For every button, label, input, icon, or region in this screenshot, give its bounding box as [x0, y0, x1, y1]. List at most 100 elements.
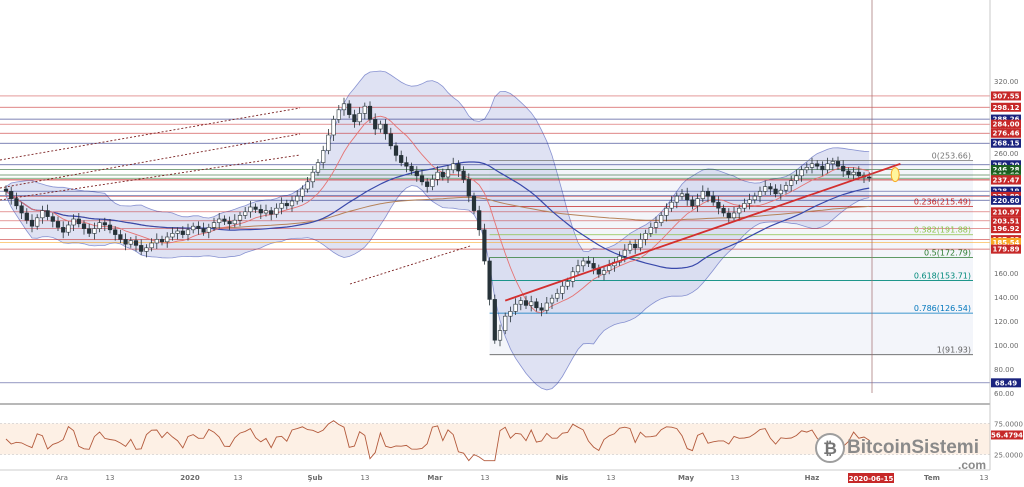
candle-body	[248, 206, 253, 213]
candle-body	[227, 221, 232, 225]
price-tag-label: 284.00	[992, 121, 1019, 129]
time-tick-label: 13	[481, 474, 490, 482]
time-tick-label: 13	[234, 474, 243, 482]
candle-body	[679, 193, 685, 197]
candle-body	[789, 180, 794, 186]
cursor-crosshair	[0, 0, 990, 405]
candle-body	[830, 161, 835, 165]
candle-body	[284, 203, 289, 207]
fib-label: 0.5(172.79)	[924, 249, 971, 258]
fibonacci-levels[interactable]: 0(253.66) 0.236(215.49) 0.382(191.88) 0.5(1…	[489, 152, 973, 356]
candle-body	[341, 103, 347, 111]
candle-body	[24, 212, 29, 221]
candle-body	[191, 225, 196, 231]
candle-body	[835, 161, 841, 167]
candle-body	[856, 171, 861, 177]
price-tag	[991, 244, 1021, 254]
price-tags: 307.55298.12288.26284.00276.46268.15250.…	[991, 91, 1021, 388]
candle-body	[820, 165, 825, 171]
candle-body	[867, 176, 872, 179]
candle-body	[222, 218, 227, 222]
candle-body	[55, 221, 61, 228]
time-axis[interactable]: Ara13202013Şub13Mar13Nis13May13Haz13Tem1…	[0, 469, 990, 483]
candle-body	[399, 155, 404, 163]
candle-body	[747, 199, 752, 204]
candle-body	[841, 165, 846, 172]
highlight-marker	[890, 167, 900, 183]
candle-body	[253, 206, 258, 210]
bitcoinsistemi-logo: ₿ BitcoinSistemi.com	[815, 433, 986, 472]
bollinger-fill	[6, 71, 870, 390]
price-tag-label: 220.60	[992, 197, 1019, 205]
candle-body	[804, 167, 809, 171]
candle-body	[102, 222, 107, 226]
price-tag-label: 237.47	[992, 177, 1019, 185]
candle-body	[321, 150, 326, 163]
candle-body	[243, 211, 248, 216]
price-tag	[991, 207, 1021, 217]
candle-body	[461, 170, 466, 180]
price-tag-label: 68.49	[995, 379, 1017, 387]
candle-body	[622, 249, 627, 257]
candle-body	[763, 186, 768, 192]
candle-body	[175, 230, 180, 234]
candle-body	[315, 162, 321, 173]
candle-body	[3, 188, 9, 192]
candle-body	[149, 242, 154, 249]
candle-body	[492, 299, 497, 341]
price-tick-label: 60.00	[994, 390, 1014, 398]
candle-body	[737, 207, 742, 214]
candle-body	[40, 210, 45, 219]
candle-body	[180, 230, 185, 235]
candlesticks	[3, 97, 872, 347]
trend-line[interactable]	[504, 162, 901, 302]
price-tag	[991, 91, 1021, 101]
price-tag	[991, 224, 1021, 234]
candle-body	[300, 188, 305, 197]
candle-body	[305, 181, 310, 190]
candle-body	[331, 119, 336, 136]
candle-body	[690, 199, 695, 207]
candle-body	[393, 145, 399, 156]
bitcoin-coin-icon	[815, 433, 845, 463]
price-tag-label: 203.51	[992, 217, 1019, 225]
candle-body	[674, 195, 679, 203]
candle-body	[560, 285, 565, 294]
candle-body	[643, 233, 648, 240]
price-tick-label: 160.00	[994, 270, 1019, 278]
price-tick-label: 120.00	[994, 318, 1019, 326]
candle-body	[731, 212, 737, 219]
candle-body	[513, 303, 518, 312]
candle-body	[778, 189, 783, 195]
fib-label: 0.786(126.54)	[914, 304, 971, 313]
candle-body	[466, 179, 471, 197]
price-tag	[991, 237, 1021, 247]
candle-body	[487, 260, 492, 300]
horizontal-levels[interactable]	[0, 95, 990, 384]
candle-body	[575, 265, 581, 273]
candle-body	[196, 225, 201, 229]
candle-body	[742, 203, 747, 209]
candle-body	[92, 228, 97, 234]
candle-body	[825, 163, 830, 171]
rsi-line	[5, 420, 870, 462]
candle-body	[425, 181, 430, 187]
time-tick-label: Şub	[307, 474, 322, 482]
candle-body	[237, 215, 243, 221]
price-tag	[991, 195, 1021, 205]
candle-body	[201, 228, 206, 233]
candle-body	[404, 162, 409, 167]
candle-body	[409, 165, 414, 172]
candle-body	[757, 191, 763, 197]
channel-line	[0, 154, 301, 201]
candle-body	[586, 260, 591, 264]
candle-body	[607, 265, 612, 271]
candle-body	[128, 240, 133, 245]
candle-body	[347, 103, 352, 115]
candle-body	[482, 229, 487, 262]
time-tick-label: Ara	[56, 474, 68, 482]
candle-body	[144, 247, 149, 252]
candle-body	[846, 170, 851, 175]
price-tag	[991, 138, 1021, 148]
